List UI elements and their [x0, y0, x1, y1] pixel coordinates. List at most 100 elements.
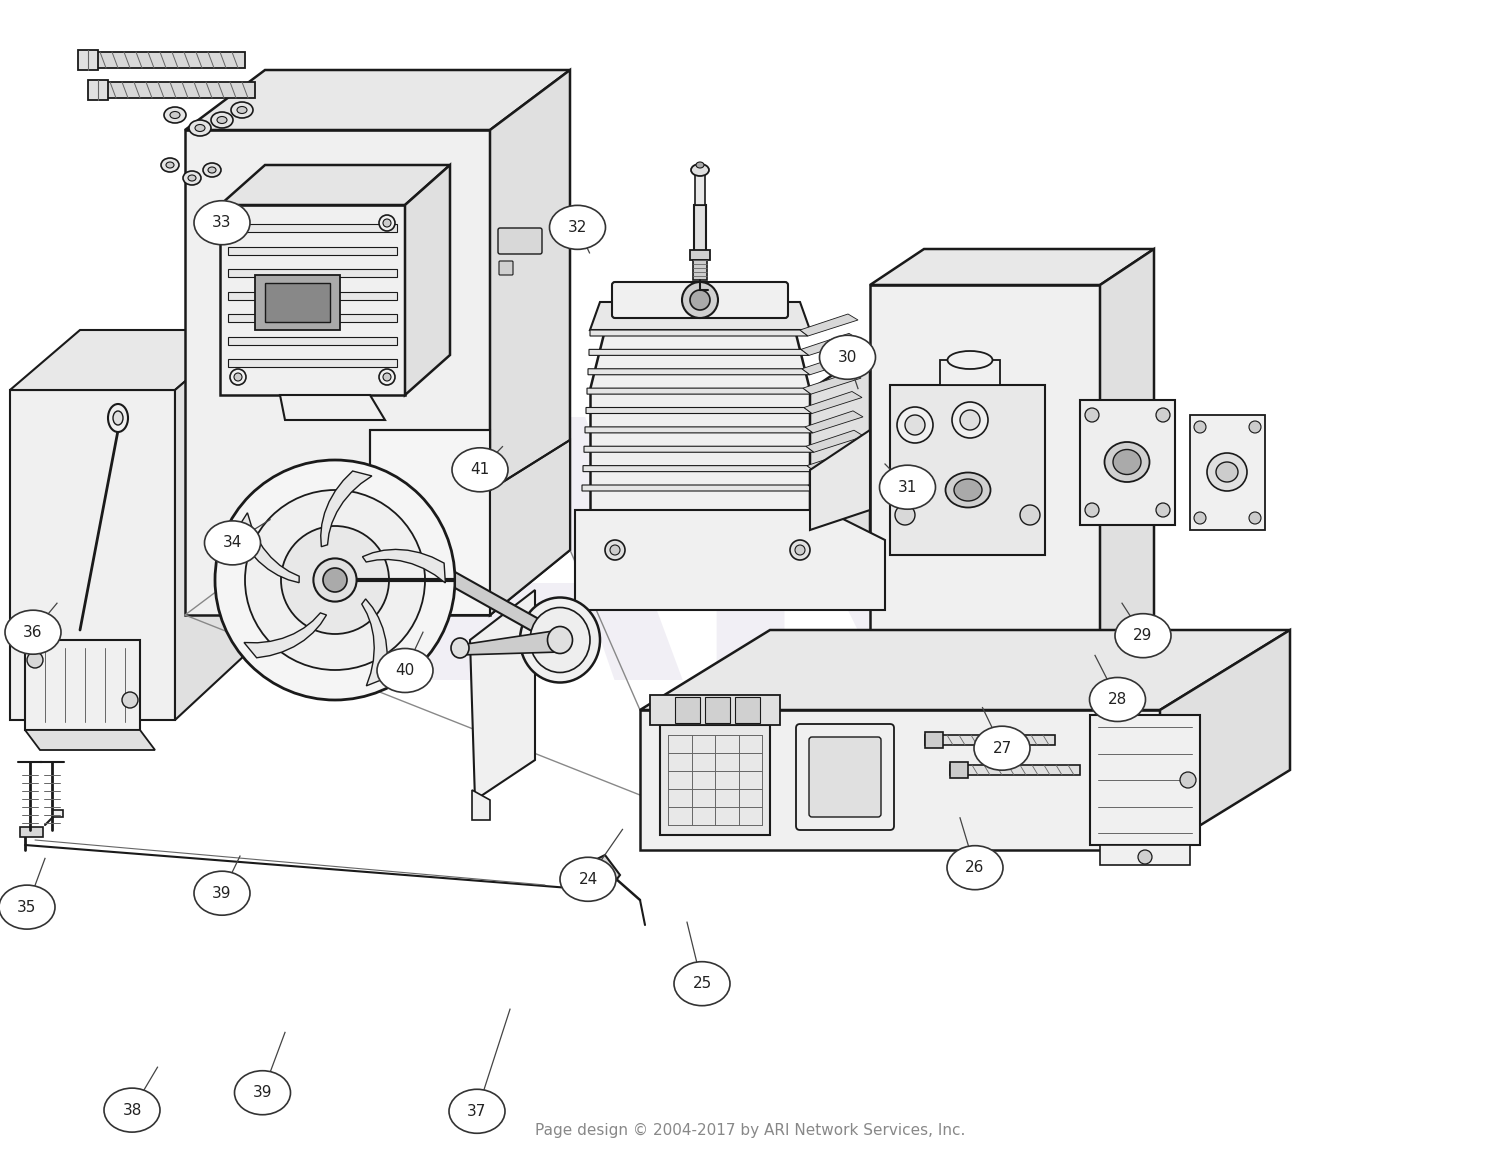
Polygon shape [584, 465, 814, 472]
Polygon shape [1160, 630, 1290, 850]
Polygon shape [490, 70, 570, 615]
Ellipse shape [209, 167, 216, 173]
Polygon shape [950, 762, 968, 778]
Ellipse shape [1089, 677, 1146, 722]
Polygon shape [228, 224, 398, 232]
FancyBboxPatch shape [500, 261, 513, 275]
Circle shape [896, 505, 915, 525]
Circle shape [382, 219, 392, 227]
Circle shape [1138, 850, 1152, 864]
Polygon shape [321, 471, 372, 546]
Polygon shape [585, 427, 813, 433]
Circle shape [1180, 773, 1196, 788]
Polygon shape [870, 249, 1154, 285]
Text: 35: 35 [18, 900, 36, 914]
Ellipse shape [195, 124, 206, 131]
Ellipse shape [217, 116, 226, 123]
Polygon shape [237, 513, 298, 582]
Ellipse shape [194, 871, 250, 915]
Ellipse shape [530, 608, 590, 673]
Polygon shape [26, 640, 140, 730]
Polygon shape [675, 697, 700, 723]
Text: 27: 27 [993, 741, 1011, 755]
Polygon shape [586, 407, 812, 413]
Circle shape [1194, 512, 1206, 524]
Polygon shape [926, 735, 1054, 745]
Polygon shape [10, 390, 176, 720]
Polygon shape [804, 392, 862, 413]
Text: 39: 39 [213, 886, 231, 900]
Circle shape [952, 403, 988, 438]
Polygon shape [582, 485, 816, 491]
Text: Page design © 2004-2017 by ARI Network Services, Inc.: Page design © 2004-2017 by ARI Network S… [536, 1123, 964, 1138]
Ellipse shape [237, 107, 248, 114]
Ellipse shape [548, 626, 573, 653]
Ellipse shape [0, 885, 56, 929]
Circle shape [314, 558, 357, 602]
Polygon shape [80, 52, 245, 68]
Polygon shape [574, 855, 620, 896]
Ellipse shape [202, 164, 220, 177]
Polygon shape [802, 353, 859, 375]
Ellipse shape [1104, 442, 1149, 483]
Ellipse shape [946, 846, 1004, 890]
Ellipse shape [4, 610, 62, 654]
Text: 29: 29 [1134, 629, 1152, 643]
Polygon shape [184, 70, 570, 130]
Ellipse shape [160, 158, 178, 172]
Ellipse shape [520, 597, 600, 682]
Circle shape [322, 568, 346, 592]
Polygon shape [735, 697, 760, 723]
Polygon shape [650, 695, 780, 725]
Circle shape [234, 219, 242, 227]
Ellipse shape [692, 164, 709, 176]
Circle shape [1084, 408, 1100, 422]
Ellipse shape [549, 205, 606, 249]
FancyBboxPatch shape [808, 737, 880, 817]
Circle shape [1156, 503, 1170, 517]
Polygon shape [588, 369, 810, 375]
Circle shape [122, 693, 138, 708]
Circle shape [610, 545, 620, 554]
Ellipse shape [674, 962, 730, 1006]
Polygon shape [228, 336, 398, 345]
Text: 25: 25 [693, 977, 711, 991]
Polygon shape [810, 430, 870, 530]
Polygon shape [890, 385, 1046, 554]
Polygon shape [472, 790, 490, 820]
Polygon shape [590, 302, 810, 329]
Text: 39: 39 [252, 1086, 273, 1100]
Circle shape [230, 369, 246, 385]
Ellipse shape [211, 113, 232, 128]
Ellipse shape [231, 102, 254, 118]
Polygon shape [590, 310, 810, 390]
Polygon shape [1190, 415, 1264, 530]
Polygon shape [940, 360, 1000, 385]
Polygon shape [220, 165, 450, 205]
Polygon shape [950, 764, 1080, 775]
FancyBboxPatch shape [796, 724, 894, 831]
Text: 24: 24 [579, 872, 597, 886]
Ellipse shape [183, 171, 201, 184]
Circle shape [214, 461, 454, 699]
Ellipse shape [452, 448, 509, 492]
Polygon shape [590, 329, 808, 336]
Polygon shape [405, 165, 450, 396]
Polygon shape [1090, 715, 1200, 844]
Text: 36: 36 [24, 625, 42, 639]
Text: ARI: ARI [404, 406, 1096, 754]
Text: 32: 32 [568, 220, 586, 234]
Circle shape [690, 290, 709, 310]
Ellipse shape [108, 404, 128, 432]
Polygon shape [362, 599, 387, 686]
Polygon shape [280, 396, 386, 420]
Ellipse shape [1216, 462, 1237, 483]
Polygon shape [808, 469, 865, 491]
Polygon shape [460, 630, 560, 655]
Polygon shape [660, 725, 770, 835]
Text: 40: 40 [396, 664, 414, 677]
Polygon shape [705, 697, 730, 723]
Ellipse shape [170, 111, 180, 118]
Polygon shape [454, 572, 562, 648]
Polygon shape [228, 291, 398, 299]
